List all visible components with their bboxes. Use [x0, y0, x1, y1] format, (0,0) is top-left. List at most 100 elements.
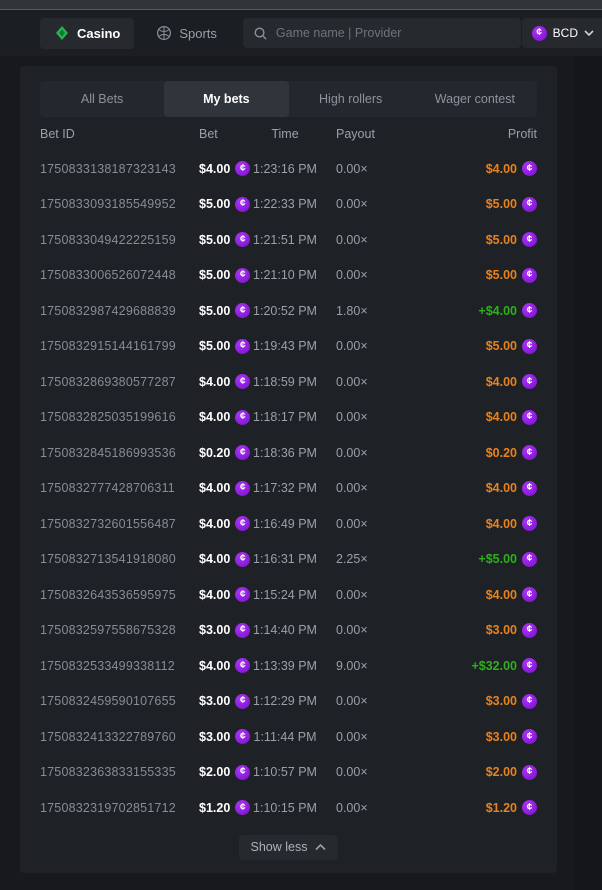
tab-wager-contest[interactable]: Wager contest: [434, 92, 515, 106]
chevron-down-icon: [584, 30, 594, 36]
bet-id: 1750833093185549952: [40, 197, 176, 212]
table-row[interactable]: 1750832825035199616 $4.00 ¢ 1:18:17 PM 0…: [40, 400, 537, 436]
profit-cell: $4.00 ¢: [486, 480, 537, 496]
bet-payout: 0.00×: [336, 623, 368, 638]
profit-cell: $3.00 ¢: [486, 622, 537, 638]
bet-payout: 2.25×: [336, 552, 368, 567]
coin-icon: ¢: [522, 551, 537, 567]
bet-time: 1:12:29 PM: [253, 694, 317, 709]
sports-nav-button[interactable]: Sports: [142, 18, 231, 49]
table-row[interactable]: 1750832319702851712 $1.20 ¢ 1:10:15 PM 0…: [40, 790, 537, 826]
table-row[interactable]: 1750832869380577287 $4.00 ¢ 1:18:59 PM 0…: [40, 364, 537, 400]
coin-icon: ¢: [235, 409, 251, 425]
bet-payout: 0.00×: [336, 694, 368, 709]
show-less-label: Show less: [250, 840, 308, 854]
table-row[interactable]: 1750832413322789760 $3.00 ¢ 1:11:44 PM 0…: [40, 719, 537, 755]
game-search-box: [242, 18, 521, 48]
bet-id: 1750832869380577287: [40, 374, 176, 389]
bet-id: 1750832363833155335: [40, 765, 176, 780]
table-row[interactable]: 1750832597558675328 $3.00 ¢ 1:14:40 PM 0…: [40, 613, 537, 649]
bet-payout: 0.00×: [336, 374, 368, 389]
tab-all-bets[interactable]: All Bets: [80, 92, 124, 106]
table-row[interactable]: 1750833138187323143 $4.00 ¢ 1:23:16 PM 0…: [40, 151, 537, 187]
coin-icon: ¢: [235, 764, 251, 780]
chevron-up-icon: [315, 843, 327, 851]
bet-cell: $5.00 ¢: [199, 267, 263, 283]
coin-icon: ¢: [235, 267, 251, 283]
table-header-row: Bet ID Bet Time Payout Profit: [40, 117, 537, 151]
coin-icon: ¢: [235, 303, 251, 319]
table-row[interactable]: 1750832987429688839 $5.00 ¢ 1:20:52 PM 1…: [40, 293, 537, 329]
table-row[interactable]: 1750832732601556487 $4.00 ¢ 1:16:49 PM 0…: [40, 506, 537, 542]
sports-ball-icon: [156, 25, 172, 41]
coin-icon: ¢: [522, 409, 537, 425]
coin-icon: ¢: [235, 729, 251, 745]
tab-high-rollers[interactable]: High rollers: [319, 92, 383, 106]
table-row[interactable]: 1750832915144161799 $5.00 ¢ 1:19:43 PM 0…: [40, 329, 537, 365]
profit-cell: $1.20 ¢: [486, 800, 537, 816]
table-row[interactable]: 1750832777428706311 $4.00 ¢ 1:17:32 PM 0…: [40, 471, 537, 507]
coin-icon: ¢: [235, 232, 251, 248]
bet-cell: $4.00 ¢: [199, 409, 263, 425]
bet-time: 1:18:36 PM: [253, 445, 317, 460]
bet-payout: 0.00×: [336, 481, 368, 496]
bet-id: 1750832597558675328: [40, 623, 176, 638]
table-row[interactable]: 1750832643536595975 $4.00 ¢ 1:15:24 PM 0…: [40, 577, 537, 613]
currency-selector[interactable]: ¢ BCD: [521, 18, 602, 48]
profit-cell: +$4.00 ¢: [478, 303, 537, 319]
profit-cell: $5.00 ¢: [486, 232, 537, 248]
profit-cell: $5.00 ¢: [486, 196, 537, 212]
coin-icon: ¢: [522, 693, 537, 709]
bet-id: 1750832987429688839: [40, 303, 176, 318]
bet-cell: $2.00 ¢: [199, 764, 263, 780]
search-icon: [253, 26, 268, 41]
profit-cell: $0.20 ¢: [486, 445, 537, 461]
bet-time: 1:19:43 PM: [253, 339, 317, 354]
coin-icon: ¢: [235, 551, 251, 567]
casino-gem-icon: [54, 25, 70, 41]
bet-time: 1:15:24 PM: [253, 587, 317, 602]
bet-cell: $4.00 ¢: [199, 161, 263, 177]
profit-cell: +$32.00 ¢: [471, 658, 537, 674]
table-row[interactable]: 1750832459590107655 $3.00 ¢ 1:12:29 PM 0…: [40, 684, 537, 720]
bet-cell: $4.00 ¢: [199, 587, 263, 603]
bet-id: 1750832713541918080: [40, 552, 176, 567]
tab-my-bets[interactable]: My bets: [164, 81, 289, 117]
profit-cell: $2.00 ¢: [486, 764, 537, 780]
profit-cell: $3.00 ¢: [486, 729, 537, 745]
bet-payout: 0.00×: [336, 232, 368, 247]
casino-nav-label: Casino: [77, 25, 121, 41]
table-row[interactable]: 1750832845186993536 $0.20 ¢ 1:18:36 PM 0…: [40, 435, 537, 471]
bet-id: 1750832533499338112: [40, 658, 175, 673]
coin-icon: ¢: [522, 232, 537, 248]
search-input[interactable]: [275, 26, 511, 40]
coin-icon: ¢: [522, 374, 537, 390]
table-row[interactable]: 1750832533499338112 $4.00 ¢ 1:13:39 PM 9…: [40, 648, 537, 684]
right-edge-strip: [575, 56, 602, 890]
coin-icon: ¢: [522, 338, 537, 354]
window-top-strip: [0, 0, 602, 10]
table-row[interactable]: 1750832363833155335 $2.00 ¢ 1:10:57 PM 0…: [40, 755, 537, 791]
bet-cell: $4.00 ¢: [199, 658, 263, 674]
bet-time: 1:11:44 PM: [253, 729, 317, 744]
column-header-payout: Payout: [336, 127, 375, 141]
bet-id: 1750832777428706311: [40, 481, 175, 496]
bet-payout: 0.00×: [336, 161, 368, 176]
show-less-button[interactable]: Show less: [238, 834, 339, 860]
column-header-bet-id: Bet ID: [40, 127, 75, 141]
profit-cell: $4.00 ¢: [486, 587, 537, 603]
bet-id: 1750832915144161799: [40, 339, 176, 354]
bet-id: 1750833006526072448: [40, 268, 176, 283]
bet-id: 1750832459590107655: [40, 694, 176, 709]
coin-icon: ¢: [522, 161, 537, 177]
casino-nav-button[interactable]: Casino: [40, 17, 135, 49]
table-row[interactable]: 1750832713541918080 $4.00 ¢ 1:16:31 PM 2…: [40, 542, 537, 578]
bet-cell: $5.00 ¢: [199, 338, 263, 354]
coin-icon: ¢: [235, 693, 251, 709]
table-row[interactable]: 1750833049422225159 $5.00 ¢ 1:21:51 PM 0…: [40, 222, 537, 258]
table-row[interactable]: 1750833093185549952 $5.00 ¢ 1:22:33 PM 0…: [40, 187, 537, 223]
bet-time: 1:22:33 PM: [253, 197, 317, 212]
bet-time: 1:18:59 PM: [253, 374, 317, 389]
table-row[interactable]: 1750833006526072448 $5.00 ¢ 1:21:10 PM 0…: [40, 258, 537, 294]
profit-cell: $4.00 ¢: [486, 409, 537, 425]
